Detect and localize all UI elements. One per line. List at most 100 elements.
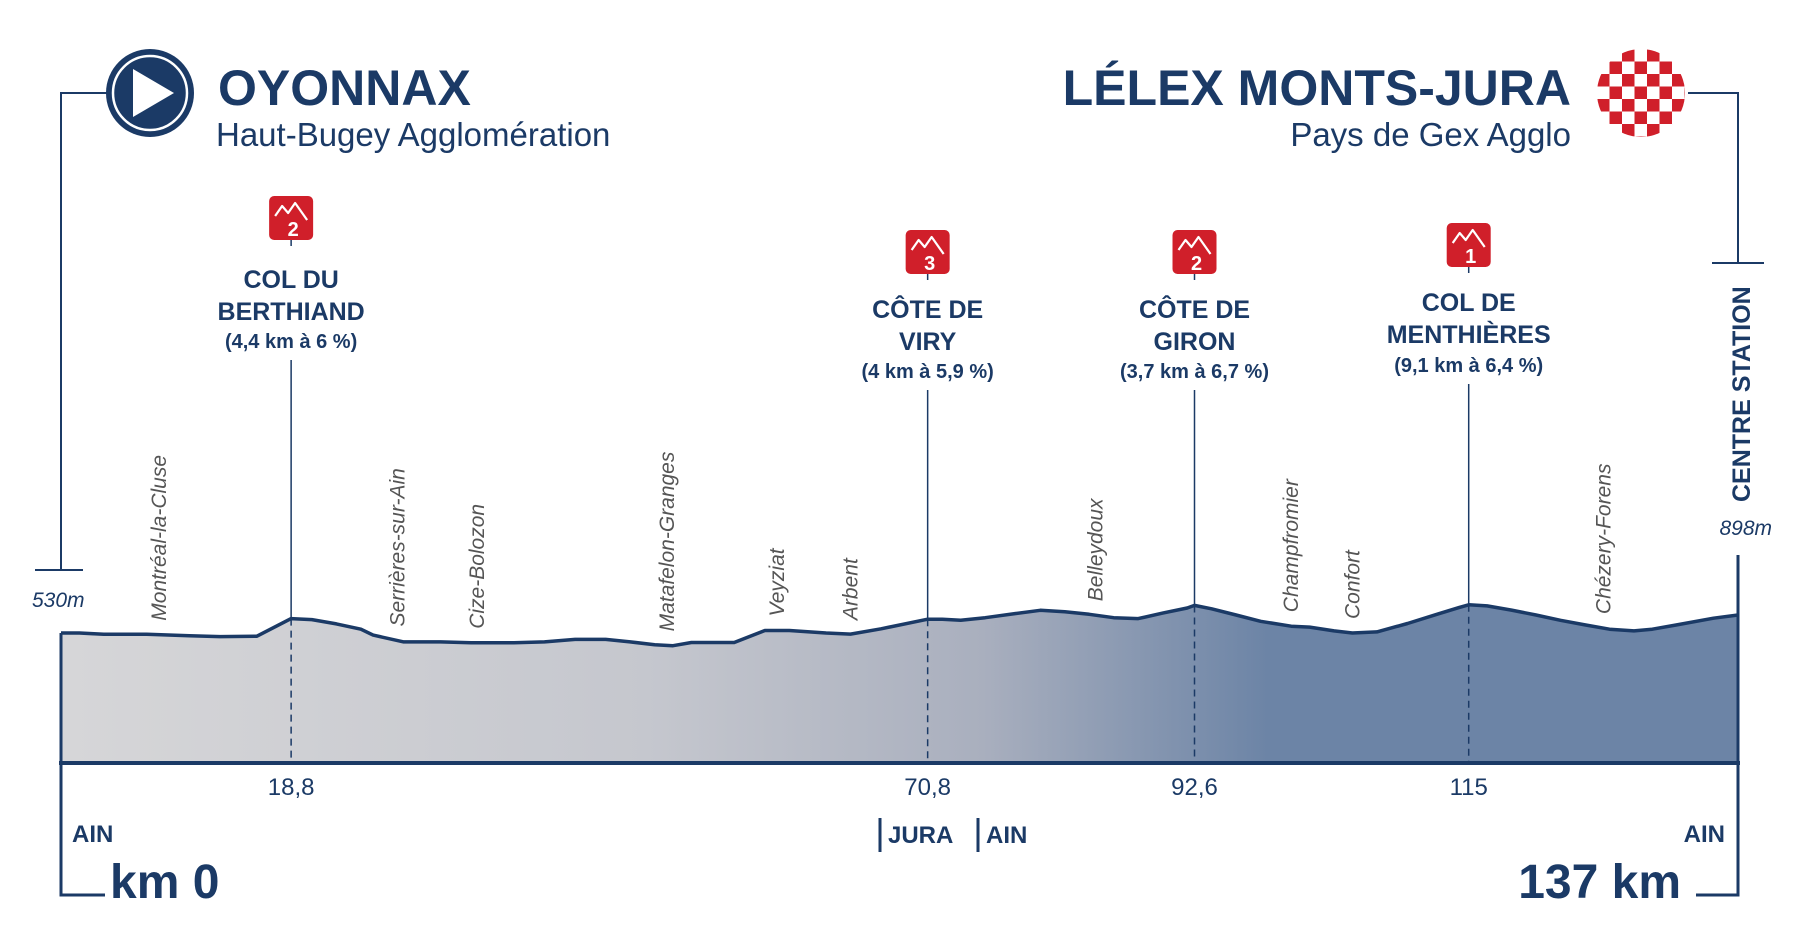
climb-km-label: 70,8 <box>904 774 951 801</box>
checker-cell <box>1634 111 1647 124</box>
checker-cell <box>1609 99 1622 112</box>
town-label: Champfromier <box>1280 478 1303 612</box>
finish-subtitle: Pays de Gex Agglo <box>1290 116 1571 153</box>
checker-cell <box>1684 49 1685 62</box>
start-department: AIN <box>72 821 113 848</box>
checker-cell <box>1672 99 1685 112</box>
finish-altitude-label: 898m <box>1719 517 1772 540</box>
checker-cell <box>1659 99 1672 112</box>
checker-cell <box>1672 136 1685 137</box>
checker-cell <box>1609 136 1622 137</box>
finish-department: AIN <box>1684 821 1725 848</box>
checker-cell <box>1622 86 1635 99</box>
checker-cell <box>1659 111 1672 124</box>
climb-detail: (9,1 km à 6,4 %) <box>1394 355 1543 377</box>
climb-km-label: 92,6 <box>1171 774 1218 801</box>
checker-cell <box>1634 99 1647 112</box>
climb-category-number: 1 <box>1465 246 1476 268</box>
checker-cell <box>1609 111 1622 124</box>
checker-cell <box>1647 111 1660 124</box>
climb-category-icon: 1 <box>1446 223 1491 268</box>
checker-cell <box>1684 99 1685 112</box>
town-label: Arbent <box>840 557 863 622</box>
climb-category-number: 3 <box>924 253 935 275</box>
checker-cell <box>1609 86 1622 99</box>
checker-cell <box>1597 74 1610 87</box>
checker-cell <box>1647 61 1660 74</box>
elevation-profile-area <box>61 604 1738 763</box>
start-play-icon <box>106 49 194 137</box>
checker-cell <box>1634 136 1647 137</box>
checker-cell <box>1684 136 1685 137</box>
checker-cell <box>1597 49 1610 62</box>
climb-name-line2: GIRON <box>1154 328 1236 356</box>
checker-cell <box>1597 124 1610 137</box>
climb-name-line2: VIRY <box>899 328 957 356</box>
checker-cell <box>1684 124 1685 137</box>
checker-cell <box>1634 74 1647 87</box>
climb-name-line1: CÔTE DE <box>1139 294 1250 324</box>
checker-cell <box>1684 74 1685 87</box>
checker-cell <box>1684 86 1685 99</box>
checker-cell <box>1597 99 1610 112</box>
checker-cell <box>1647 86 1660 99</box>
checker-cell <box>1659 86 1672 99</box>
climb-name-line2: BERTHIAND <box>218 298 365 326</box>
town-label: Belleydoux <box>1084 497 1107 601</box>
checker-cell <box>1647 124 1660 137</box>
checker-cell <box>1622 99 1635 112</box>
finish-connector-line <box>1688 92 1739 263</box>
start-subtitle: Haut-Bugey Agglomération <box>216 116 610 153</box>
checker-cell <box>1609 61 1622 74</box>
start-km-label: km 0 <box>110 856 219 909</box>
checker-cell <box>1684 61 1685 74</box>
checker-cell <box>1609 74 1622 87</box>
checker-cell <box>1622 111 1635 124</box>
checker-cell <box>1672 86 1685 99</box>
checker-cell <box>1622 124 1635 137</box>
checker-cell <box>1672 74 1685 87</box>
checker-cell <box>1634 61 1647 74</box>
checker-cell <box>1684 111 1685 124</box>
climb-category-icon: 2 <box>1172 230 1217 275</box>
start-altitude-label: 530m <box>32 589 85 612</box>
checker-cell <box>1647 49 1660 62</box>
start-connector-line <box>60 92 108 570</box>
climb-category-number: 2 <box>1191 253 1202 275</box>
town-label: Chézery-Forens <box>1592 463 1615 614</box>
finish-checkered-flag-icon <box>1596 48 1686 138</box>
start-city: OYONNAX <box>218 60 471 116</box>
finish-km-label: 137 km <box>1518 856 1681 909</box>
climb-km-label: 18,8 <box>268 774 315 801</box>
climb-detail: (4 km à 5,9 %) <box>862 361 994 383</box>
climb-detail: (4,4 km à 6 %) <box>225 331 357 353</box>
checker-cell <box>1659 74 1672 87</box>
town-label: Confort <box>1341 549 1364 619</box>
checker-cell <box>1622 61 1635 74</box>
checker-cell <box>1659 136 1672 137</box>
checker-cell <box>1597 86 1610 99</box>
checker-cell <box>1672 124 1685 137</box>
climb-category-number: 2 <box>288 219 299 241</box>
climb-name-line1: COL DU <box>243 266 338 294</box>
bottom-right-bracket <box>1696 765 1740 897</box>
checker-cell <box>1634 49 1647 62</box>
checker-cell <box>1647 99 1660 112</box>
bottom-left-bracket <box>59 765 105 897</box>
checker-cell <box>1634 86 1647 99</box>
elevation-profile-line <box>61 603 1739 648</box>
checker-cell <box>1672 49 1685 62</box>
climb-km-label: 115 <box>1450 774 1488 801</box>
town-label: Cize-Bolozon <box>466 504 489 629</box>
town-label: Serrières-sur-Ain <box>387 468 410 626</box>
town-label: Montréal-la-Cluse <box>148 455 171 621</box>
town-label: Veyziat <box>766 547 789 616</box>
climb-name-line1: CÔTE DE <box>872 294 983 324</box>
checker-cell <box>1634 124 1647 137</box>
region-ain-label: AIN <box>986 822 1027 849</box>
checker-cell <box>1647 136 1660 137</box>
checker-cell <box>1597 136 1610 137</box>
checker-cell <box>1647 74 1660 87</box>
climb-name-line2: MENTHIÈRES <box>1387 320 1551 349</box>
